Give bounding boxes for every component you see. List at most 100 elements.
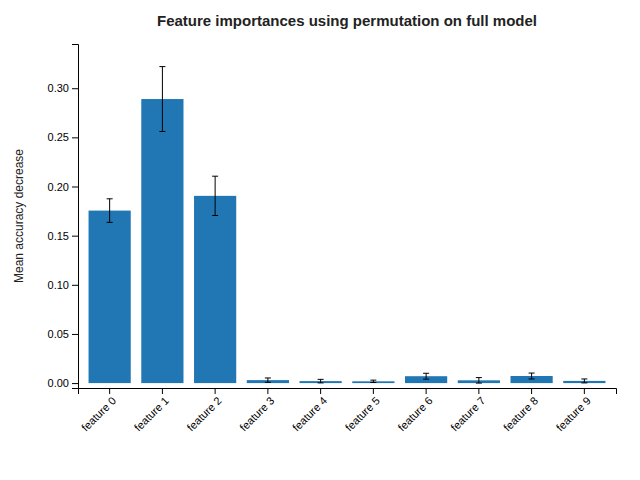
error-bar-cap: [318, 379, 324, 380]
y-tick-label: 0.15: [48, 230, 69, 242]
y-tick: 0.00: [48, 377, 78, 389]
error-bar-cap: [476, 377, 482, 378]
x-tick: feature 6: [395, 388, 434, 433]
error-bar-cap: [159, 131, 165, 132]
x-tick-mark: [531, 388, 532, 394]
x-tick-label: feature 7: [448, 394, 487, 433]
error-bar-cap: [159, 66, 165, 67]
error-bar-cap: [423, 373, 429, 374]
y-axis: 0.00 0.05 0.10 0.15 0.20 0.25 0.30: [48, 45, 79, 390]
y-tick-label: 0.00: [48, 377, 69, 389]
error-bar-cap: [581, 382, 587, 383]
bar: [141, 99, 183, 383]
x-tick: feature 7: [448, 388, 487, 433]
error-bar: [476, 378, 482, 384]
y-tick-mark: [72, 334, 78, 335]
error-bar-cap: [107, 198, 113, 199]
y-tick-label: 0.10: [48, 279, 69, 291]
x-tick-label: feature 8: [501, 394, 540, 433]
x-tick-mark: [373, 388, 374, 394]
y-tick-label: 0.25: [48, 131, 69, 143]
x-tick-mark: [109, 388, 110, 394]
title: Feature importances using permutation on…: [157, 12, 537, 29]
error-bar-cap: [476, 383, 482, 384]
error-bar-cap: [318, 382, 324, 383]
y-tick-label: 0.05: [48, 328, 69, 340]
error-bar-stem: [215, 176, 216, 215]
error-bar-stem: [162, 67, 163, 132]
x-tick-mark: [478, 388, 479, 394]
y-tick-label: 0.20: [48, 181, 69, 193]
marks: [89, 67, 606, 383]
error-bar: [159, 67, 165, 132]
error-bar-stem: [531, 373, 532, 379]
y-tick-mark: [72, 88, 78, 89]
error-bar-cap: [529, 378, 535, 379]
x-tick: feature 8: [501, 388, 540, 433]
y-tick-mark: [72, 137, 78, 138]
plot: 0.000.050.100.150.200.250.30feature 0fea…: [48, 45, 617, 434]
y-tick: 0.10: [48, 279, 78, 291]
y-axis-line: [72, 45, 79, 389]
y-tick: 0.25: [48, 131, 78, 143]
y-tick-mark: [72, 285, 78, 286]
x-tick-label: feature 6: [395, 394, 434, 433]
y-axis-title: Mean accuracy decrease: [12, 149, 26, 283]
error-bar-stem: [267, 378, 268, 382]
x-tick-mark: [320, 388, 321, 394]
x-tick: feature 0: [79, 388, 118, 433]
x-tick-mark: [426, 388, 427, 394]
bar: [89, 211, 131, 383]
error-bar-cap: [423, 379, 429, 380]
x-tick: feature 9: [554, 388, 593, 433]
error-bar-cap: [212, 215, 218, 216]
error-bar: [107, 199, 113, 223]
y-tick: 0.05: [48, 328, 78, 340]
error-bar-cap: [107, 222, 113, 223]
x-tick-label: feature 4: [290, 394, 329, 433]
error-bar-stem: [109, 199, 110, 223]
error-bar: [265, 378, 271, 382]
y-tick: 0.15: [48, 230, 78, 242]
error-bar: [423, 373, 429, 379]
y-tick: 0.20: [48, 181, 78, 193]
error-bar-cap: [581, 378, 587, 379]
x-tick: feature 4: [290, 388, 329, 433]
x-tick-label: feature 5: [343, 394, 382, 433]
error-bar-stem: [584, 379, 585, 383]
error-bar-cap: [265, 382, 271, 383]
x-axis-line: [79, 389, 617, 395]
chart: 0.000.050.100.150.200.250.30feature 0fea…: [0, 0, 640, 480]
error-bar-stem: [426, 373, 427, 379]
x-tick: feature 1: [132, 388, 171, 433]
error-bar-cap: [370, 380, 376, 381]
y-tick-mark: [72, 236, 78, 237]
y-tick-mark: [72, 383, 78, 384]
x-tick: feature 2: [185, 388, 224, 433]
error-bar: [212, 176, 218, 215]
bar: [194, 196, 236, 383]
error-bar-cap: [265, 377, 271, 378]
error-bar: [370, 380, 376, 382]
x-tick-label: feature 2: [185, 394, 224, 433]
x-axis: feature 0 feature 1 feature 2 feature 3 feat…: [79, 388, 617, 433]
error-bar-cap: [370, 382, 376, 383]
x-tick: feature 3: [237, 388, 276, 433]
error-bar-cap: [212, 176, 218, 177]
error-bar: [318, 379, 324, 383]
error-bar: [529, 373, 535, 379]
x-tick-mark: [162, 388, 163, 394]
y-tick: 0.30: [48, 82, 78, 94]
error-bar: [581, 379, 587, 383]
x-tick: feature 5: [343, 388, 382, 433]
x-tick-label: feature 9: [554, 394, 593, 433]
x-tick-label: feature 3: [237, 394, 276, 433]
error-bar-stem: [320, 379, 321, 383]
error-bar-cap: [529, 373, 535, 374]
y-tick-mark: [72, 187, 78, 188]
x-tick-mark: [215, 388, 216, 394]
x-tick-mark: [584, 388, 585, 394]
x-tick-mark: [267, 388, 268, 394]
error-bar-stem: [478, 378, 479, 384]
x-tick-label: feature 1: [132, 394, 171, 433]
